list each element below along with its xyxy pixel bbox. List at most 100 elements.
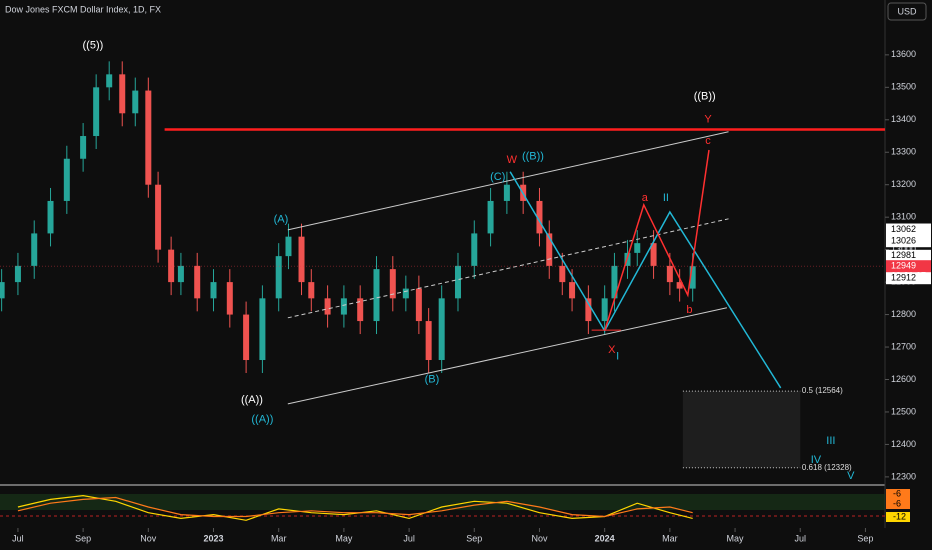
x-tick-label: Nov [531,533,548,543]
osc-label: -6 [893,488,901,498]
y-tick-label: 13500 [891,82,916,92]
x-tick-label: Sep [75,533,91,543]
osc-label-box [886,499,910,509]
candle-body [487,200,494,234]
y-tick-label: 13100 [891,212,916,222]
annotation: X [608,344,616,356]
price-label: 12912 [891,273,916,283]
annotation: (B) [425,374,440,386]
candle-body [168,249,175,283]
y-tick-label: 12800 [891,309,916,319]
candle-body [259,298,266,361]
annotation: W [507,154,518,166]
drawing-line [287,131,729,231]
annotation: I [616,351,619,363]
osc-label: -12 [893,511,906,521]
candle-body [559,265,566,283]
candle-body [119,74,126,114]
candle-body [298,236,305,283]
annotation: III [826,435,835,447]
candle-body [585,298,592,322]
y-tick-label: 13200 [891,179,916,189]
y-tick-label: 13600 [891,49,916,59]
candle-body [454,265,461,299]
annotation: II [663,192,669,204]
drawing-line [287,218,729,319]
candle-body [194,265,201,299]
osc-label-box [886,489,910,499]
annotation: a [642,192,649,204]
candle-body [601,298,608,322]
chart-title: Dow Jones FXCM Dollar Index, 1D, FX [5,4,161,14]
annotation: b [686,304,692,316]
x-tick-label: Sep [466,533,482,543]
price-label-box [886,223,931,236]
annotation: (C) [490,171,505,183]
candle-body [14,265,21,283]
candle-body [106,74,113,88]
y-tick-label: 12500 [891,406,916,416]
osc-label-box [886,512,910,522]
y-tick-label: 13300 [891,147,916,157]
candle-body [415,288,422,322]
candle-body [402,288,409,299]
candle-body [666,265,673,283]
x-tick-label: May [727,533,745,543]
x-tick-label: 2023 [203,533,223,543]
annotation: IV [811,454,822,466]
candle-body [569,282,576,299]
candle-body [536,200,543,234]
x-tick-label: Mar [662,533,678,543]
candle-body [634,243,641,253]
osc-line [17,496,693,518]
candle-body [275,256,282,299]
candle-body [546,233,553,266]
price-label-box [886,235,931,248]
candle-body [47,200,54,234]
x-tick-label: Mar [271,533,287,543]
fib-box [682,391,801,468]
candle-body [285,236,292,257]
price-label-box [886,272,931,285]
x-tick-label: Nov [140,533,157,543]
candle-body [93,87,100,137]
osc-label: -6 [893,498,901,508]
currency-button[interactable] [887,2,927,21]
candle-body [340,298,347,315]
price-label: 12949 [891,261,916,271]
y-tick-label: 13400 [891,114,916,124]
x-tick-label: May [335,533,353,543]
candle-body [0,282,5,299]
annotation: 0.5 (12564) [802,386,843,395]
y-tick-label: 13000 [891,244,916,254]
currency[interactable]: USD [897,6,917,16]
candle-body [471,233,478,266]
candle-body [357,298,364,322]
annotation: (A) [274,214,289,226]
annotation: V [847,470,855,482]
annotation: ((B)) [694,91,716,103]
annotation: ((A)) [251,414,273,426]
candle-body [389,269,396,299]
candle-body [243,314,250,361]
price-label: 13026 [891,236,916,246]
candle-body [31,233,38,266]
candle-body [226,282,233,315]
annotation: 0.618 (12328) [802,463,852,472]
candle-body [438,298,445,361]
drawing-line [603,149,710,332]
drawing-line [509,171,782,389]
candle-body [611,265,618,299]
candle-body [503,184,510,201]
candle-body [308,282,315,299]
candle-body [689,266,696,289]
candle-body [80,136,87,159]
annotation: ((5)) [83,40,104,52]
candle-body [155,184,162,250]
candle-body [177,265,184,283]
annotation: ((B)) [522,151,544,163]
y-tick-label: 12300 [891,471,916,481]
annotation: Y [704,114,712,126]
osc-zone [0,494,885,510]
